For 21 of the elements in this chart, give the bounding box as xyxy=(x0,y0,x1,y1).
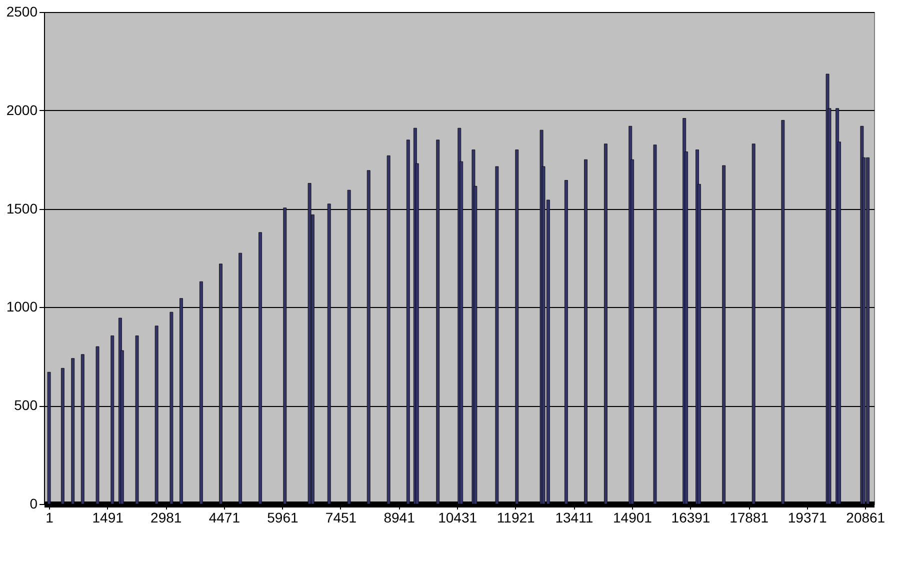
x-tick-label: 2981 xyxy=(150,510,182,526)
x-tick-label: 10431 xyxy=(438,510,478,526)
x-tick-label: 1 xyxy=(46,510,54,526)
x-tick-label: 8941 xyxy=(384,510,416,526)
y-tick-label: 1500 xyxy=(6,200,38,216)
x-tick-label: 4471 xyxy=(208,510,240,526)
x-tick-label: 16391 xyxy=(671,510,710,526)
y-tick-label: 500 xyxy=(14,397,38,414)
y-tick-label: 1000 xyxy=(6,298,38,315)
y-tick-label: 0 xyxy=(30,496,38,512)
x-tick-label: 19371 xyxy=(788,510,828,526)
x-tick-label: 1491 xyxy=(92,510,124,526)
y-tick-label: 2000 xyxy=(6,102,38,118)
x-tick-label: 11921 xyxy=(496,510,536,526)
x-tick-label: 13411 xyxy=(555,510,594,526)
x-tick-label: 7451 xyxy=(325,510,357,526)
x-tick-label: 5961 xyxy=(267,510,298,526)
y-tick-label: 2500 xyxy=(6,4,38,20)
x-tick-label: 14901 xyxy=(612,510,652,526)
x-tick-label: 20861 xyxy=(846,510,886,526)
x-tick-label: 17881 xyxy=(730,510,769,526)
